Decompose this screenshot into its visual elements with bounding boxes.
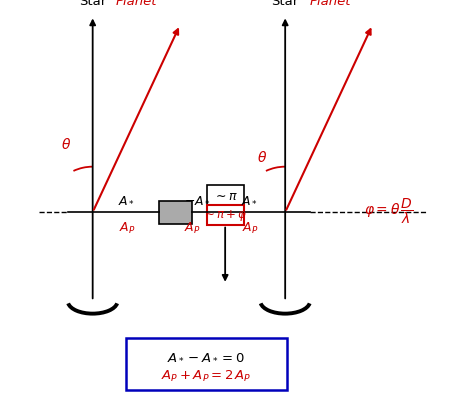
Text: $A_*$: $A_*$ xyxy=(242,192,259,205)
Text: $A_*$: $A_*$ xyxy=(119,192,136,205)
Text: Planet: Planet xyxy=(310,0,351,8)
Text: $A_P + A_P = 2\,A_P$: $A_P + A_P = 2\,A_P$ xyxy=(161,368,252,383)
Text: $\varphi = \theta\,\dfrac{D}{\lambda}$: $\varphi = \theta\,\dfrac{D}{\lambda}$ xyxy=(364,196,414,225)
Text: $A_P$: $A_P$ xyxy=(119,220,135,235)
Text: $\theta$: $\theta$ xyxy=(257,150,268,164)
Bar xyxy=(159,202,192,224)
Text: $-A_*$: $-A_*$ xyxy=(184,192,211,205)
Bar xyxy=(206,205,244,225)
Text: $A_P$: $A_P$ xyxy=(242,220,258,235)
Text: Star: Star xyxy=(79,0,106,8)
Text: $A_* - A_* = 0$: $A_* - A_* = 0$ xyxy=(168,349,245,362)
Text: Star: Star xyxy=(272,0,299,8)
Bar xyxy=(206,186,244,206)
Bar xyxy=(126,339,287,390)
Text: $\sim\pi+\varphi$: $\sim\pi+\varphi$ xyxy=(203,208,248,223)
Text: Planet: Planet xyxy=(115,0,157,8)
Text: $\theta$: $\theta$ xyxy=(61,137,71,152)
Text: $A_P$: $A_P$ xyxy=(184,220,200,235)
Text: $\sim\pi$: $\sim\pi$ xyxy=(212,189,238,202)
